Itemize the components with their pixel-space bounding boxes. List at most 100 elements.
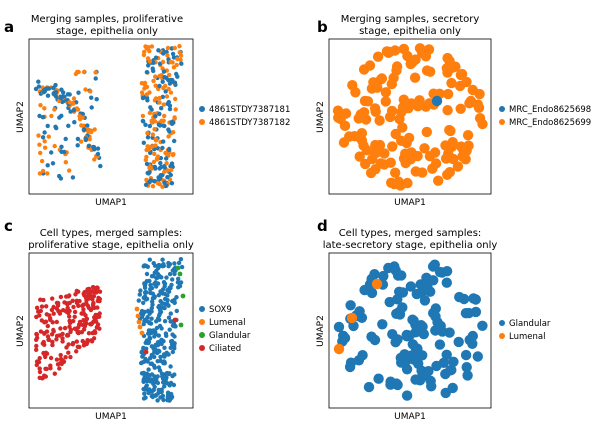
point (412, 150, 423, 162)
point (38, 103, 43, 108)
point (155, 380, 161, 386)
point (164, 275, 169, 280)
point (152, 270, 157, 275)
point (161, 262, 166, 267)
point (380, 96, 391, 107)
point (73, 71, 79, 77)
point (440, 387, 451, 399)
legend-marker-Lumenal (199, 319, 205, 325)
point (169, 391, 174, 397)
point (48, 355, 54, 361)
panel-a: a Merging samples, proliferative stage, … (4, 14, 290, 208)
point (84, 316, 90, 321)
point (67, 168, 72, 173)
point (150, 394, 155, 400)
point (166, 394, 171, 400)
point (160, 184, 165, 189)
point (162, 319, 168, 324)
point (417, 321, 428, 332)
point (333, 321, 345, 333)
point (467, 84, 478, 96)
point (379, 148, 390, 159)
point (149, 309, 154, 314)
point (168, 172, 173, 178)
point (77, 322, 82, 327)
point (95, 151, 101, 157)
point (95, 146, 101, 151)
point (154, 157, 160, 162)
point (79, 123, 84, 128)
point (64, 309, 69, 314)
point (145, 135, 151, 140)
point (34, 343, 39, 349)
point (37, 171, 43, 176)
point (44, 304, 49, 309)
point (400, 157, 411, 169)
point (144, 70, 150, 75)
point (91, 294, 97, 299)
point (380, 87, 392, 98)
point (66, 123, 71, 128)
point (34, 305, 40, 310)
point (170, 332, 175, 337)
point (146, 63, 151, 68)
panel-letter-a: a (4, 18, 14, 36)
point (148, 282, 153, 288)
point (372, 82, 383, 93)
point (39, 158, 45, 164)
point (82, 340, 87, 346)
point (167, 81, 173, 86)
point (45, 123, 50, 129)
point (37, 366, 42, 371)
point (50, 339, 55, 345)
panel-a-title-line-2: stage, epithelia only (56, 26, 158, 37)
point (339, 120, 351, 131)
point (147, 110, 153, 116)
legend-marker-Ciliated (199, 345, 205, 351)
point (446, 77, 457, 89)
point (157, 111, 162, 117)
point (140, 95, 146, 101)
point (461, 76, 472, 88)
point (151, 78, 156, 84)
panel-a-ylabel: UMAP2 (16, 101, 26, 133)
point (50, 342, 55, 348)
point (371, 147, 382, 158)
point (147, 90, 152, 95)
panel-a-title-line-1: Merging samples, proliferative (31, 14, 183, 25)
point (155, 316, 161, 321)
legend-label-Glandular: Glandular (209, 331, 251, 341)
point (89, 105, 94, 110)
point (159, 371, 165, 376)
point (88, 307, 94, 313)
point (142, 391, 147, 396)
legend-marker-MRC_Endo8625698 (499, 106, 505, 112)
point (149, 274, 155, 279)
point (157, 95, 162, 101)
point (153, 74, 158, 79)
point (94, 313, 99, 319)
point (357, 350, 368, 361)
point (40, 115, 46, 120)
point (42, 106, 47, 111)
point (456, 68, 468, 80)
point (169, 121, 175, 127)
point (71, 318, 76, 324)
point (74, 349, 79, 354)
point (64, 345, 69, 350)
point (88, 322, 93, 327)
point (67, 318, 72, 323)
point (97, 289, 103, 294)
point (157, 311, 162, 316)
point (92, 127, 97, 132)
point (85, 127, 90, 133)
point (168, 311, 173, 316)
point (54, 319, 59, 325)
legend-label-Lumenal: Lumenal (509, 332, 545, 342)
point (162, 361, 167, 366)
point (37, 356, 42, 361)
point (68, 354, 73, 360)
panel-b-plot-area (328, 38, 492, 195)
point (144, 271, 150, 277)
point (137, 292, 142, 297)
